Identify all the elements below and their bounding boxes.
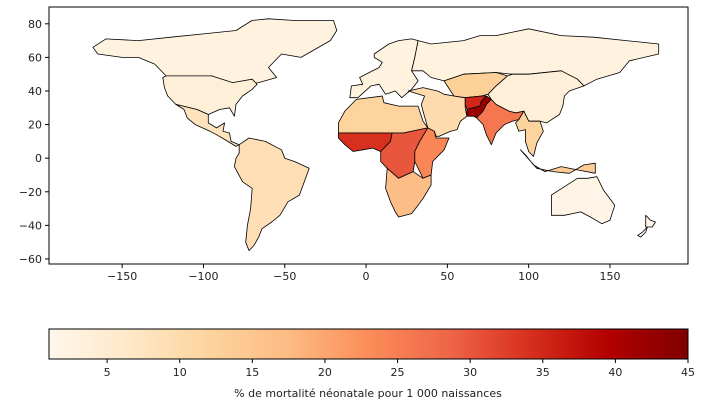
region-pakistan bbox=[466, 95, 492, 119]
region-southern-africa bbox=[385, 167, 432, 218]
y-tick-label: 80 bbox=[28, 18, 42, 31]
colorbar-tick-label: 35 bbox=[536, 366, 550, 379]
colorbar-tick-label: 30 bbox=[463, 366, 477, 379]
colorbar-gradient bbox=[48, 328, 689, 360]
region-canada-greenland bbox=[92, 18, 338, 87]
region-southeast-asia bbox=[515, 110, 544, 157]
region-south-america bbox=[234, 137, 310, 251]
x-tick-label: −150 bbox=[107, 270, 137, 283]
x-tick-label: −50 bbox=[273, 270, 296, 283]
plot-frame bbox=[48, 6, 689, 265]
x-tick-label: 150 bbox=[599, 270, 620, 283]
region-united-states bbox=[162, 75, 258, 117]
colorbar-tick-label: 20 bbox=[318, 366, 332, 379]
countries-layer bbox=[92, 18, 660, 251]
colorbar-ticks: 5 10 15 20 25 30 35 40 45 bbox=[104, 359, 695, 379]
x-tick-label: 100 bbox=[518, 270, 539, 283]
x-tick-label: 0 bbox=[363, 270, 370, 283]
x-tick-label: 50 bbox=[440, 270, 454, 283]
colorbar-tick-label: 25 bbox=[391, 366, 405, 379]
y-axis: 80 60 40 20 0 −20 −40 −60 bbox=[19, 18, 49, 266]
colorbar-tick-label: 5 bbox=[104, 366, 111, 379]
colorbar-tick-label: 40 bbox=[608, 366, 622, 379]
y-tick-label: 20 bbox=[28, 119, 42, 132]
region-indonesia bbox=[520, 149, 596, 174]
colorbar-tick-label: 10 bbox=[173, 366, 187, 379]
colorbar-tick-label: 45 bbox=[681, 366, 695, 379]
region-australia bbox=[551, 176, 616, 225]
region-mexico-central-america bbox=[175, 104, 240, 147]
y-tick-label: 60 bbox=[28, 51, 42, 64]
colorbar-label: % de mortalité néonatale pour 1 000 nais… bbox=[234, 387, 502, 400]
region-east-africa bbox=[414, 127, 450, 179]
y-tick-label: 40 bbox=[28, 85, 42, 98]
x-axis: −150 −100 −50 0 50 100 150 bbox=[107, 264, 620, 283]
map-plot: −150 −100 −50 0 50 100 150 80 60 40 20 0 −20 −40 −60 bbox=[19, 6, 689, 283]
y-tick-label: −40 bbox=[19, 219, 42, 232]
y-tick-label: 0 bbox=[35, 152, 42, 165]
region-new-zealand bbox=[637, 214, 656, 238]
colorbar: 5 10 15 20 25 30 35 40 45 % de mortalité néonata… bbox=[48, 328, 695, 400]
region-china-mongolia bbox=[487, 70, 585, 124]
x-tick-label: −100 bbox=[188, 270, 218, 283]
region-middle-east bbox=[407, 87, 468, 137]
colorbar-tick-label: 15 bbox=[245, 366, 259, 379]
y-tick-label: −60 bbox=[19, 253, 42, 266]
region-europe bbox=[349, 38, 419, 99]
y-tick-label: −20 bbox=[19, 186, 42, 199]
